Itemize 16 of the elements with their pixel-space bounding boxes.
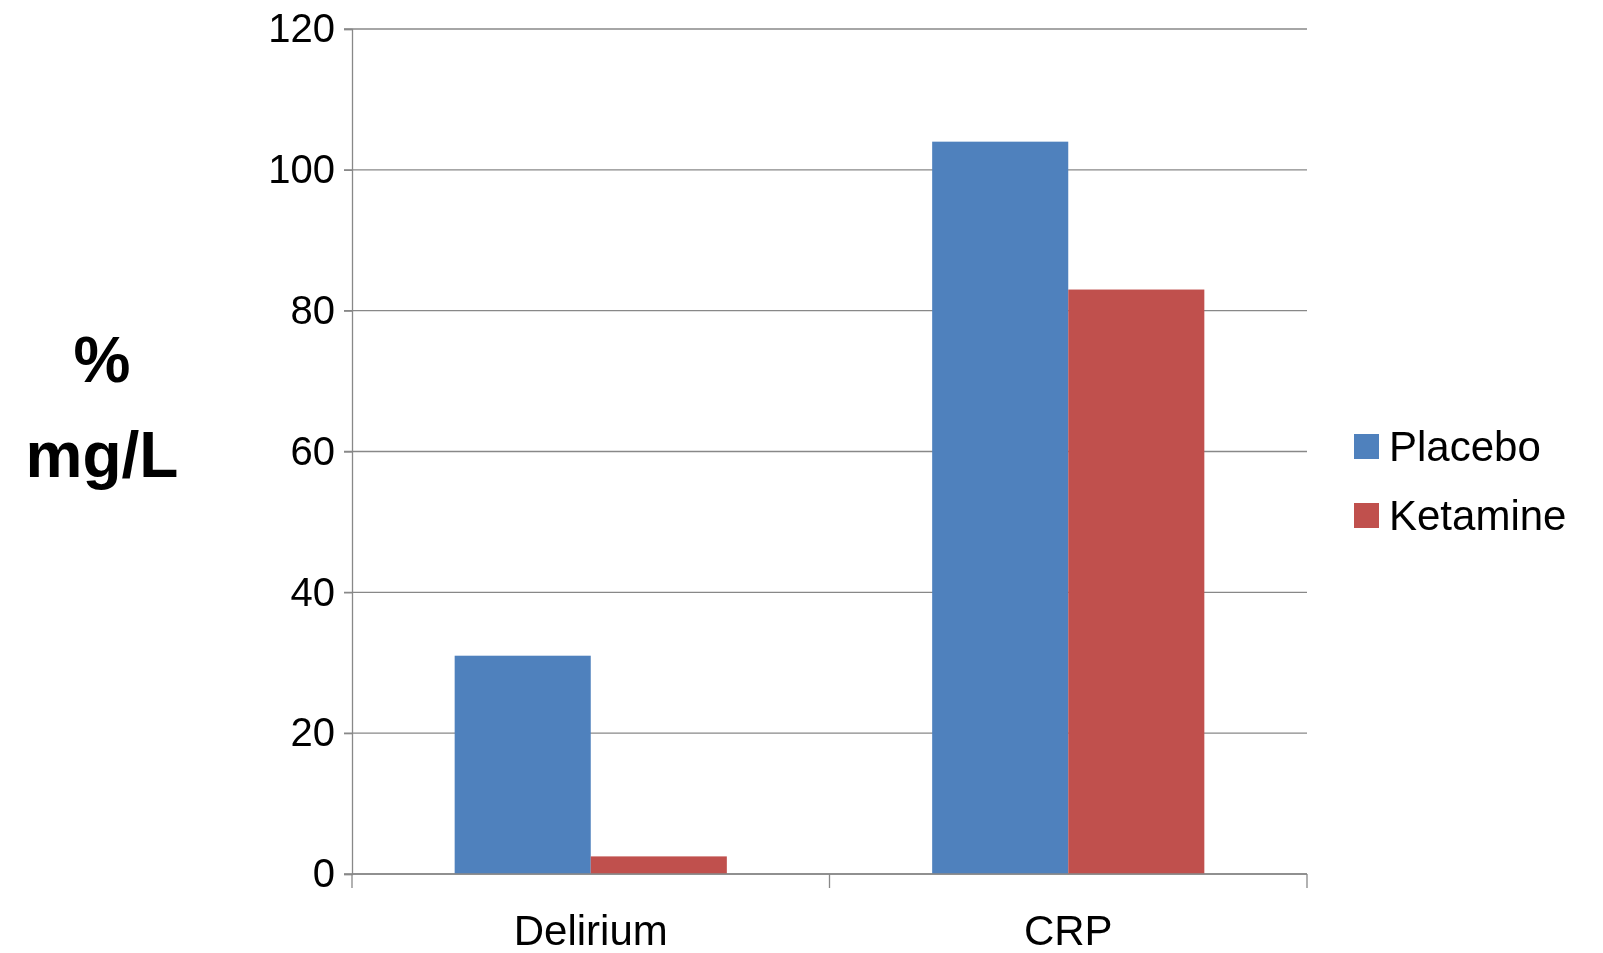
y-tick-label: 80 bbox=[290, 287, 335, 332]
y-tick-label: 20 bbox=[290, 710, 335, 755]
y-tick-label: 120 bbox=[268, 6, 335, 51]
legend-label: Ketamine bbox=[1389, 492, 1567, 539]
x-tick-label: Delirium bbox=[513, 907, 668, 953]
bar bbox=[590, 856, 727, 874]
y-tick-label: 100 bbox=[268, 147, 335, 192]
y-tick-label: 0 bbox=[312, 851, 335, 896]
x-tick-label: CRP bbox=[1023, 907, 1113, 953]
bar bbox=[932, 141, 1069, 874]
y-tick-label: 60 bbox=[290, 428, 335, 473]
y-axis-title: % mg/L bbox=[25, 324, 179, 491]
y-tick-label: 40 bbox=[290, 569, 335, 614]
bar bbox=[454, 655, 591, 874]
bar bbox=[1068, 289, 1205, 874]
legend-label: Placebo bbox=[1389, 423, 1541, 470]
